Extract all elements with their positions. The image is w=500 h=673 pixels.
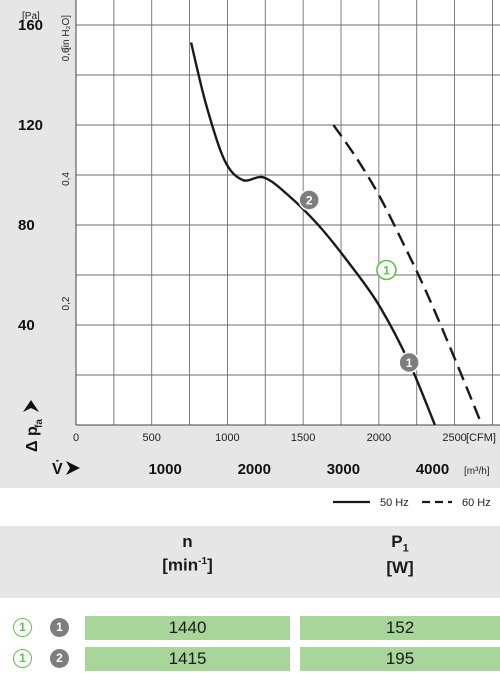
header-power-symbol: P1 xyxy=(391,532,409,555)
curve-marker-label: 2 xyxy=(306,194,313,208)
operating-point-circle xyxy=(376,259,397,281)
y-tick-label-inh2o: 0,2 xyxy=(61,296,72,310)
operating-point-marker: 1 xyxy=(13,618,32,637)
x-tick-label-m3h: 1000 xyxy=(148,461,181,478)
table-row: 1 2 1415 195 xyxy=(0,647,500,673)
header-speed: n [min-1] xyxy=(85,532,290,576)
curve-marker-circle xyxy=(398,351,420,374)
x-unit-m3h: [m³/h] xyxy=(464,466,490,477)
operating-point-marker: 1 xyxy=(13,649,32,668)
curve-marker: 2 xyxy=(50,649,69,668)
header-power: P1 [W] xyxy=(300,532,500,578)
table-row: 1 1 1440 152 xyxy=(0,616,500,642)
y-tick-label-inh2o: 0,6 xyxy=(61,47,72,61)
operating-point-label: 1 xyxy=(383,264,390,278)
legend-label: 50 Hz xyxy=(380,497,409,509)
y-tick-label-pa: 80 xyxy=(18,217,35,234)
power-value: 195 xyxy=(300,647,500,671)
x-tick-label-cfm: 2000 xyxy=(367,432,391,444)
x-tick-label-cfm: 1500 xyxy=(291,432,315,444)
x-axis-title: V̇ xyxy=(52,460,63,478)
legend-label: 60 Hz xyxy=(462,497,491,509)
curve-marker: 1 xyxy=(50,618,69,637)
x-tick-label-m3h: 3000 xyxy=(327,461,360,478)
x-tick-label-cfm: 1000 xyxy=(215,432,239,444)
table-header: n [min-1] P1 [W] xyxy=(0,526,500,598)
fan-curve-chart: 40 80 120 160[Pa] 0,2 0,4 0,6[in H₂O] Δ pfa 0 500… xyxy=(18,0,500,478)
x-axis-arrow-icon xyxy=(66,461,80,475)
curve-marker-label: 1 xyxy=(406,356,413,370)
x-unit-cfm: [CFM] xyxy=(466,432,496,444)
plot-area xyxy=(76,0,500,425)
speed-value: 1415 xyxy=(85,647,290,671)
curve-line-1 xyxy=(189,42,436,426)
y-axis-title-text: Δ p xyxy=(24,426,41,452)
chart-panel: 40 80 120 160 [Pa] 0,2 0,4 0,6 [in H₂O] Δ p fa 0 500… xyxy=(0,0,500,488)
y-unit-pa: [Pa] xyxy=(22,11,40,22)
curve-marker-circle xyxy=(298,189,320,211)
y-tick-label-pa: 120 xyxy=(18,117,43,134)
x-tick-label-cfm: 500 xyxy=(143,432,161,444)
y-axis-title-subscript: fa xyxy=(34,419,45,428)
speed-value: 1440 xyxy=(85,616,290,640)
y-axis-arrow-icon xyxy=(23,400,39,412)
y-unit-inh2o: [in H₂O] xyxy=(61,15,72,50)
legend: 50 Hz 60 Hz xyxy=(333,497,491,509)
header-power-unit: [W] xyxy=(386,558,414,578)
header-speed-symbol: n xyxy=(182,532,193,551)
x-tick-label-m3h: 4000 xyxy=(416,461,449,478)
y-tick-label-inh2o: 0,4 xyxy=(61,172,72,186)
x-tick-label-cfm: 2500 xyxy=(442,432,466,444)
x-tick-label-cfm: 0 xyxy=(73,432,79,444)
curve-line-2 xyxy=(332,124,483,426)
y-tick-label-pa: 40 xyxy=(18,317,35,334)
header-speed-unit: [min-1] xyxy=(162,555,213,575)
x-tick-label-m3h: 2000 xyxy=(238,461,271,478)
y-tick-label-pa: 160 xyxy=(18,17,43,34)
y-axis-title: Δ pfa xyxy=(23,400,45,452)
power-value: 152 xyxy=(300,616,500,640)
